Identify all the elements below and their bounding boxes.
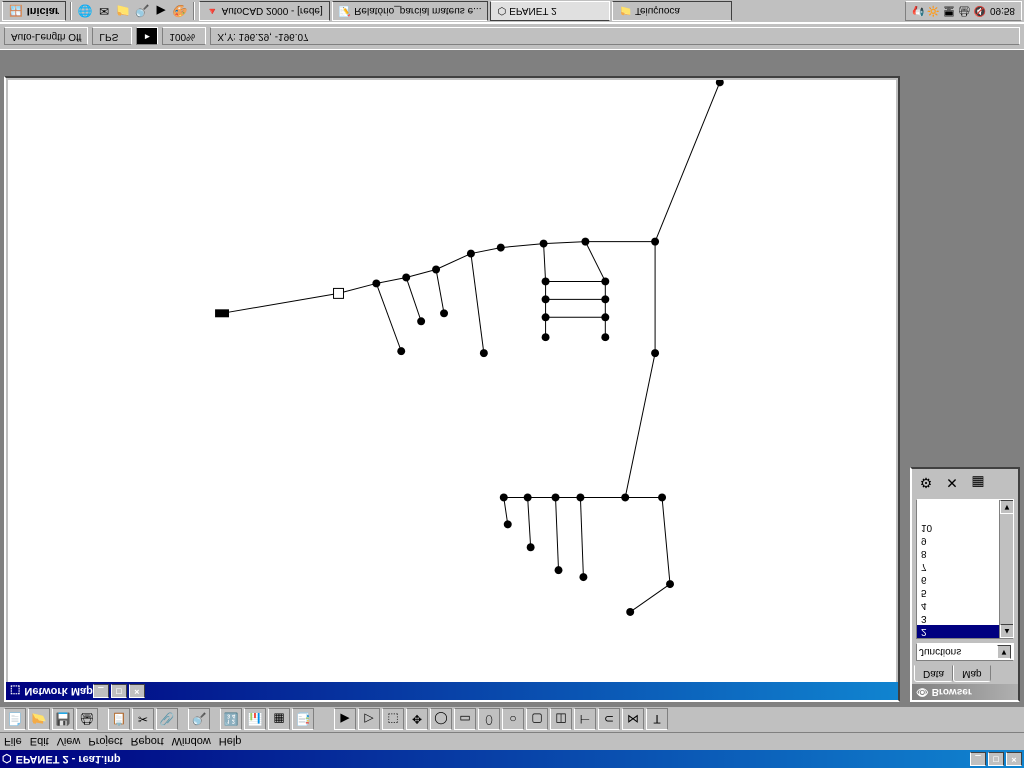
taskbar-task[interactable]: 📝Relatório_parcial mateus e... xyxy=(332,1,489,21)
quicklaunch-icon-1[interactable]: ✉ xyxy=(95,2,113,20)
edit-icon[interactable]: ▦ xyxy=(968,473,988,491)
browser-tabs: Data Map xyxy=(912,665,1018,684)
windows-taskbar: 🪟 Iniciar 🌐✉📁🔍▶🎨 🔺AutoCAD 2000 - [rede]📝… xyxy=(0,0,1024,24)
browser-title: Browser xyxy=(932,687,972,698)
taskbar-task[interactable]: 🔺AutoCAD 2000 - [rede] xyxy=(199,1,330,21)
tab-map[interactable]: Map xyxy=(953,665,990,682)
menu-file[interactable]: File xyxy=(4,736,22,748)
status-coordinates: X,Y: 196.29, -196.07 xyxy=(210,28,1020,46)
toolbar-button-3[interactable]: 🖨 xyxy=(76,709,98,731)
object-type-dropdown[interactable]: Junctions ▼ xyxy=(916,643,1014,661)
menu-view[interactable]: View xyxy=(57,736,81,748)
quicklaunch-icon-4[interactable]: ▶ xyxy=(152,2,170,20)
network-map-window: ⬚ Network Map _ □ × xyxy=(4,76,900,702)
quicklaunch-icon-0[interactable]: 🌐 xyxy=(76,2,94,20)
map-tool-button-8[interactable]: ▢ xyxy=(526,709,548,731)
delete-icon[interactable]: ✕ xyxy=(942,473,962,491)
map-tool-button-4[interactable]: ◯ xyxy=(430,709,452,731)
tab-data[interactable]: Data xyxy=(914,665,953,682)
map-tool-button-6[interactable]: ⬯ xyxy=(478,709,500,731)
menu-edit[interactable]: Edit xyxy=(30,736,49,748)
toolbar-button-13[interactable]: ▦ xyxy=(268,709,290,731)
toolbar-button-11[interactable]: 🔢 xyxy=(220,709,242,731)
quicklaunch-icon-3[interactable]: 🔍 xyxy=(133,2,151,20)
map-tool-button-9[interactable]: ◫ xyxy=(550,709,572,731)
map-maximize-button[interactable]: □ xyxy=(111,684,127,698)
menu-help[interactable]: Help xyxy=(219,736,242,748)
status-run-icon: ▸ xyxy=(136,28,158,46)
workspace: ⬚ Network Map _ □ × 👁 Browser Data Map J… xyxy=(0,50,1024,706)
scroll-up-button[interactable]: ▲ xyxy=(1000,624,1014,638)
map-minimize-button[interactable]: _ xyxy=(93,684,109,698)
chevron-down-icon: ▼ xyxy=(997,645,1011,659)
map-tool-button-0[interactable]: ▶ xyxy=(334,709,356,731)
app-icon: ⬡ xyxy=(2,753,12,766)
toolbar-button-7[interactable]: 📎 xyxy=(156,709,178,731)
menubar: File Edit View Project Report Window Help xyxy=(0,732,1024,750)
map-window-title: Network Map xyxy=(24,685,92,697)
listbox-scrollbar[interactable]: ▲ ▼ xyxy=(999,500,1013,638)
toolbar-button-6[interactable]: ✂ xyxy=(132,709,154,731)
toolbar-button-2[interactable]: 💾 xyxy=(52,709,74,731)
map-tool-button-1[interactable]: ▷ xyxy=(358,709,380,731)
browser-panel: 👁 Browser Data Map Junctions ▼ 234567891… xyxy=(910,467,1020,702)
network-map-canvas[interactable] xyxy=(8,80,896,682)
toolbar-button-1[interactable]: 📂 xyxy=(28,709,50,731)
status-autolength: Auto-Length Off xyxy=(4,28,88,46)
map-window-titlebar: ⬚ Network Map _ □ × xyxy=(6,682,898,700)
quicklaunch-icon-5[interactable]: 🎨 xyxy=(171,2,189,20)
taskbar-task[interactable]: ⬡EPANET 2 xyxy=(490,1,610,21)
browser-action-icons: ⚙ ✕ ▦ xyxy=(912,469,1018,495)
map-tool-button-3[interactable]: ✥ xyxy=(406,709,428,731)
minimize-button[interactable]: _ xyxy=(970,752,986,766)
toolbar-button-12[interactable]: 📊 xyxy=(244,709,266,731)
map-tool-button-7[interactable]: ○ xyxy=(502,709,524,731)
map-close-button[interactable]: × xyxy=(129,684,145,698)
menu-window[interactable]: Window xyxy=(172,736,211,748)
taskbar-task[interactable]: 📁Teiuçuoca xyxy=(612,1,732,21)
browser-titlebar: 👁 Browser xyxy=(912,684,1018,700)
maximize-button[interactable]: □ xyxy=(988,752,1004,766)
start-label: Iniciar xyxy=(27,5,59,17)
toolbar: 📄📂💾🖨 📋✂📎 🔍 🔢📊▦📑 ▶▷⬚✥◯▭⬯○▢◫⊢⊂⋈T xyxy=(0,706,1024,732)
menu-report[interactable]: Report xyxy=(131,736,164,748)
toolbar-button-9[interactable]: 🔍 xyxy=(188,709,210,731)
object-listbox[interactable]: 2345678910 ▲ ▼ xyxy=(916,499,1014,639)
map-tool-button-11[interactable]: ⊂ xyxy=(598,709,620,731)
app-titlebar: ⬡ EPANET 2 - rea1.inp _ □ × xyxy=(0,750,1024,768)
toolbar-button-5[interactable]: 📋 xyxy=(108,709,130,731)
scroll-down-button[interactable]: ▼ xyxy=(1000,500,1014,514)
app-title: EPANET 2 - rea1.inp xyxy=(16,753,121,765)
toolbar-button-14[interactable]: 📑 xyxy=(292,709,314,731)
map-window-icon: ⬚ xyxy=(10,685,20,698)
start-button[interactable]: 🪟 Iniciar xyxy=(2,1,66,21)
clock: 09:58 xyxy=(990,6,1015,17)
status-zoom: 100% xyxy=(162,28,206,46)
menu-project[interactable]: Project xyxy=(88,736,122,748)
status-units: LPS xyxy=(92,28,132,46)
quicklaunch-icon-2[interactable]: 📁 xyxy=(114,2,132,20)
windows-logo-icon: 🪟 xyxy=(9,5,23,18)
map-tool-button-12[interactable]: ⋈ xyxy=(622,709,644,731)
add-icon[interactable]: ⚙ xyxy=(916,473,936,491)
dropdown-value: Junctions xyxy=(919,647,961,658)
system-tray: 📢 🔆 🖥 🖨 🔇 09:58 xyxy=(905,1,1022,21)
toolbar-button-0[interactable]: 📄 xyxy=(4,709,26,731)
map-tool-button-5[interactable]: ▭ xyxy=(454,709,476,731)
map-tool-button-10[interactable]: ⊢ xyxy=(574,709,596,731)
close-button[interactable]: × xyxy=(1006,752,1022,766)
statusbar: Auto-Length Off LPS ▸ 100% X,Y: 196.29, … xyxy=(0,24,1024,50)
map-tool-button-13[interactable]: T xyxy=(646,709,668,731)
map-tool-button-2[interactable]: ⬚ xyxy=(382,709,404,731)
